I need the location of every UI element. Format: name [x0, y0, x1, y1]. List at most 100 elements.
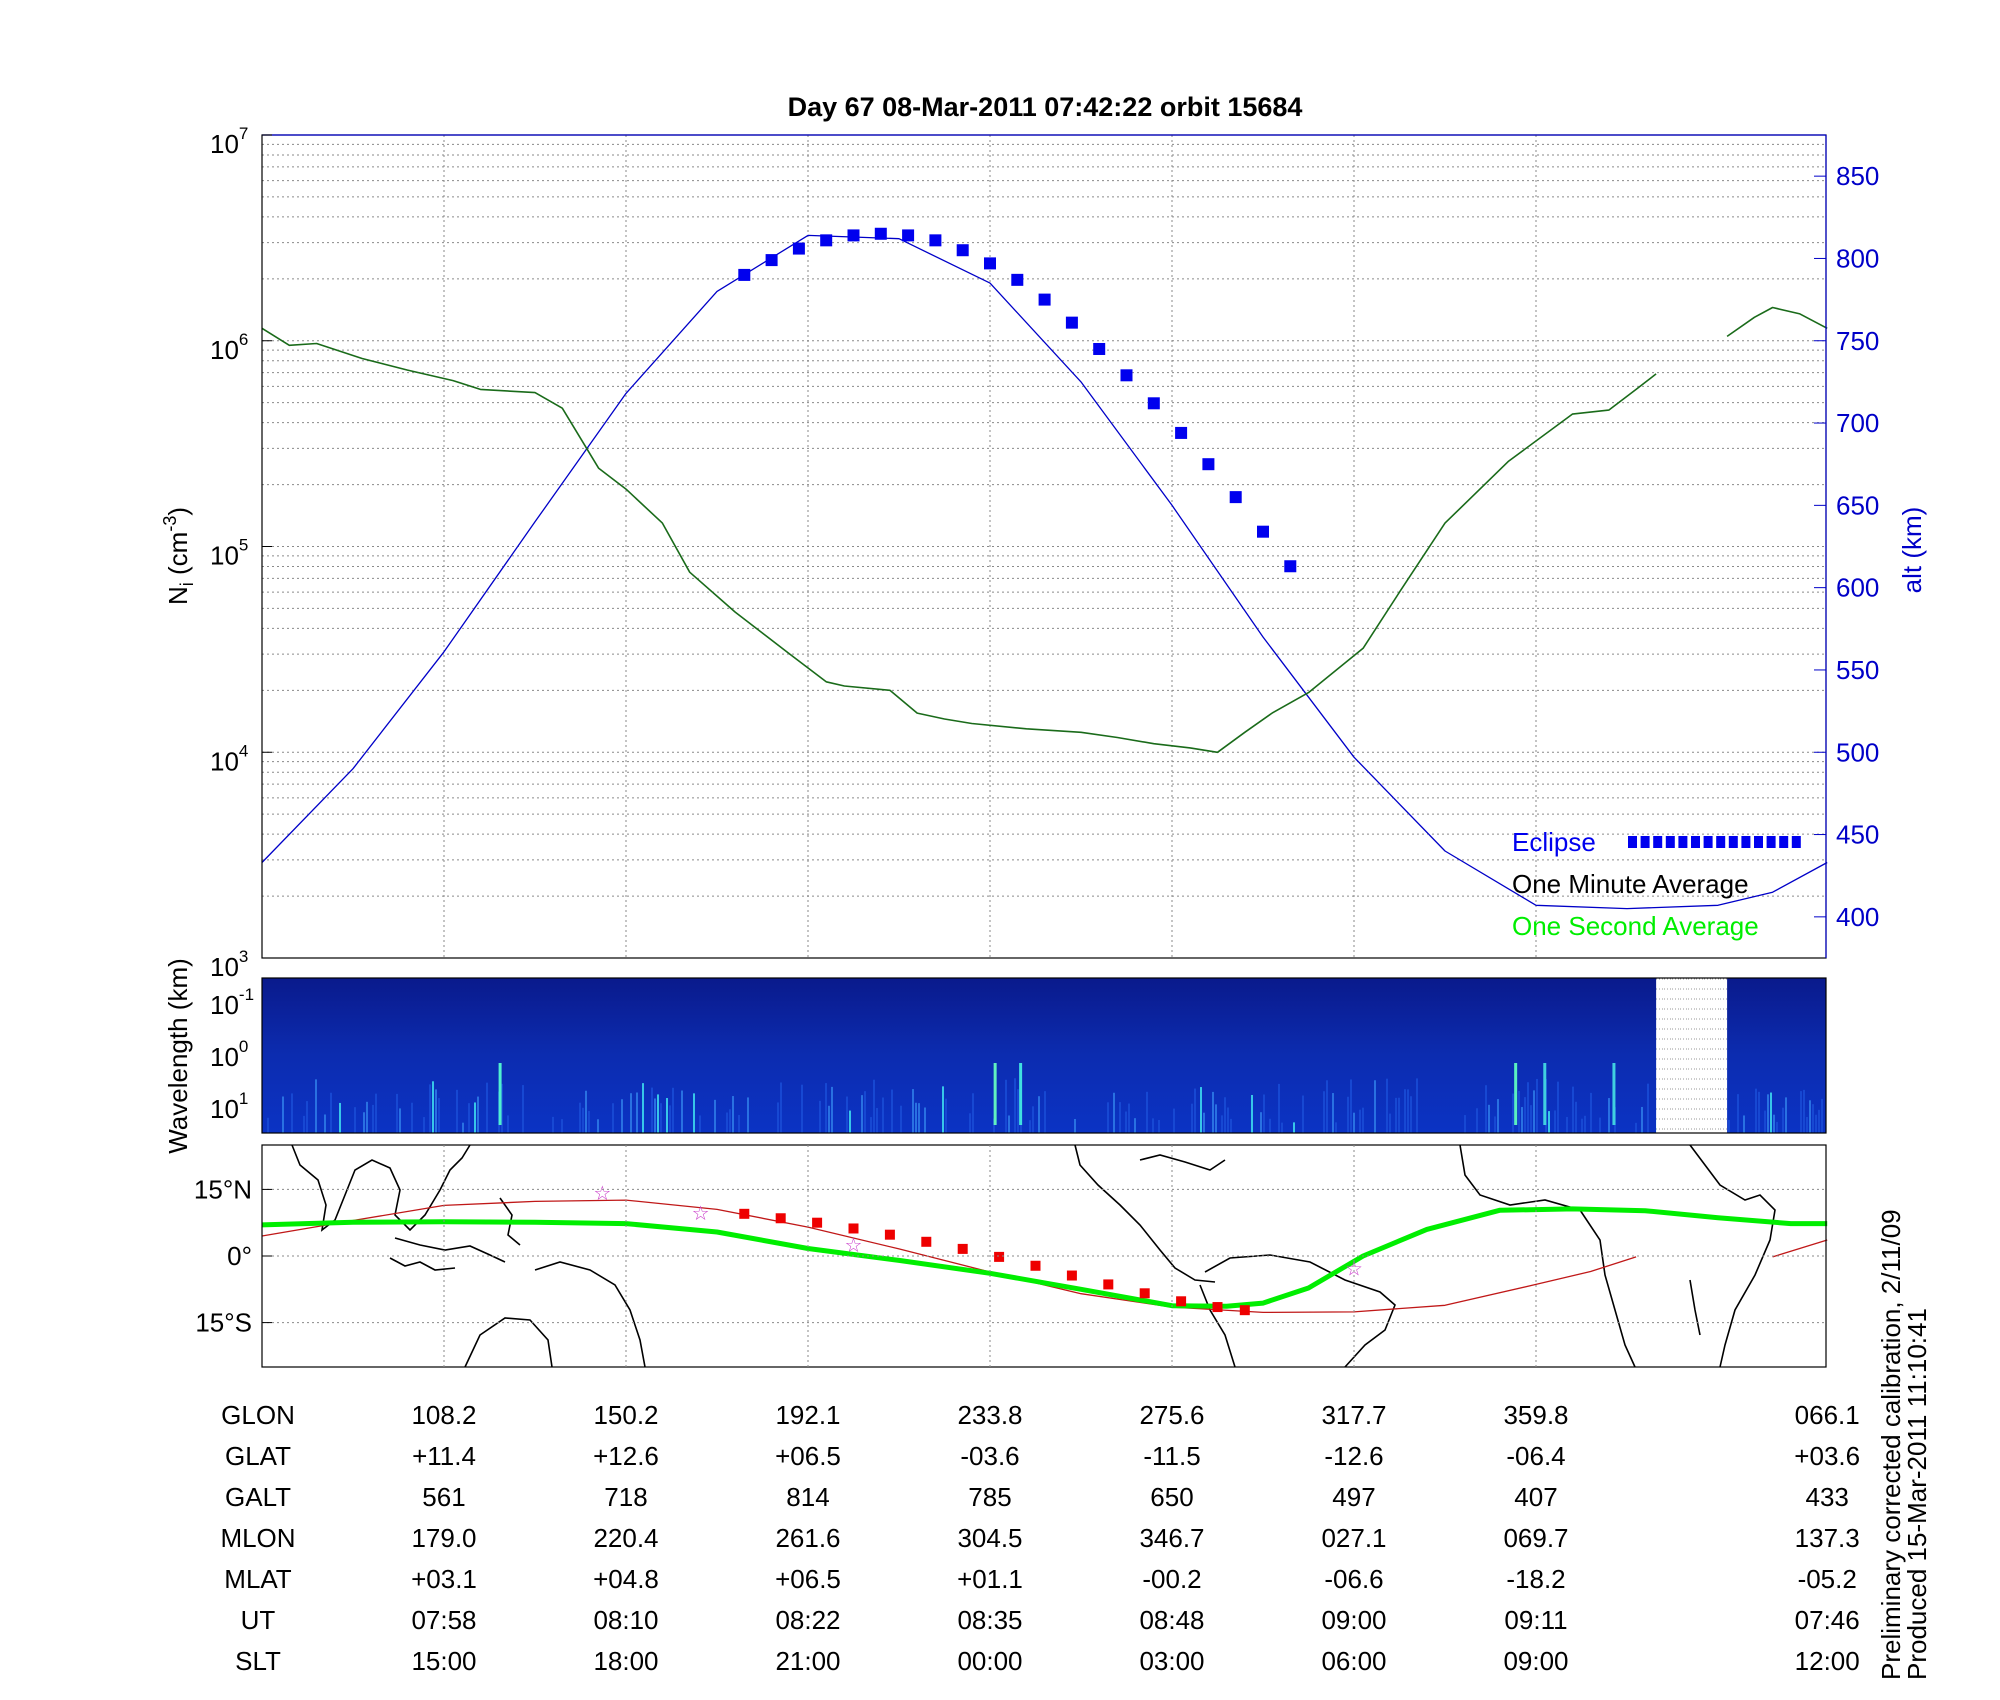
spectrogram-column	[714, 1099, 716, 1133]
spectrogram-burst	[1612, 1063, 1616, 1125]
eclipse-marker	[1175, 426, 1188, 439]
table-cell: 304.5	[957, 1523, 1022, 1553]
table-cell: 09:00	[1321, 1605, 1386, 1635]
legend-one-minute-label: One Minute Average	[1512, 869, 1749, 899]
spectrogram-intensity	[267, 1063, 1823, 1133]
spectrogram-column	[552, 1116, 554, 1133]
table-cell: 066.1	[1795, 1400, 1860, 1430]
spectrogram-column	[588, 1110, 590, 1133]
spectrogram-column	[1485, 1085, 1487, 1133]
coast-asia	[291, 1144, 471, 1232]
legend-eclipse-square	[1665, 836, 1675, 848]
table-cell: 15:00	[411, 1646, 476, 1676]
eclipse-marker	[1011, 273, 1024, 286]
spectrogram-column	[642, 1083, 644, 1133]
eclipse-marker	[929, 234, 942, 247]
spectrogram-column	[1782, 1107, 1784, 1133]
spectrogram-column	[1770, 1092, 1772, 1133]
spectrogram-column	[777, 1102, 779, 1133]
eclipse-marker	[820, 234, 833, 247]
spectrogram-column	[330, 1092, 332, 1133]
map-eclipse-marker	[1103, 1279, 1114, 1290]
eclipse-marker	[1147, 397, 1160, 410]
spectrogram-column	[1776, 1121, 1778, 1133]
map-eclipse-marker	[1030, 1260, 1041, 1271]
spectrogram-column	[399, 1108, 401, 1133]
legend-eclipse-label: Eclipse	[1512, 827, 1596, 857]
spectrogram-column	[1074, 1118, 1076, 1133]
table-cell: -12.6	[1324, 1441, 1383, 1471]
spectrogram-burst	[1514, 1063, 1518, 1125]
table-cell: +11.4	[412, 1441, 476, 1471]
spectrogram-column	[876, 1107, 878, 1133]
spectrogram-tick-label: 100	[210, 1037, 248, 1072]
table-cell: 069.7	[1503, 1523, 1568, 1553]
spectrogram-column	[1521, 1107, 1523, 1133]
spectrogram-column	[1548, 1111, 1550, 1133]
spectrogram-column	[669, 1105, 671, 1133]
spectrogram-column	[1359, 1109, 1361, 1133]
table-cell: 718	[604, 1482, 647, 1512]
spectrogram-column	[1755, 1088, 1757, 1133]
spectrogram-column	[1524, 1097, 1526, 1133]
spectrogram-column	[1758, 1091, 1760, 1133]
y-tick-label: 103	[210, 947, 248, 982]
coastlines	[291, 1144, 1776, 1368]
spectrogram-column	[411, 1102, 413, 1133]
spectrogram-column	[438, 1098, 440, 1133]
legend: Eclipse One Minute Average One Second Av…	[1512, 827, 1801, 941]
calibration-note: Preliminary corrected calibration, 2/11/…	[1876, 1209, 1906, 1680]
spectrogram-column	[1488, 1104, 1490, 1133]
spectrogram-column	[651, 1087, 653, 1133]
spectrogram-tick-label: 10-1	[210, 985, 254, 1020]
spectrogram-column	[423, 1117, 425, 1133]
table-row-label: GLON	[221, 1400, 295, 1430]
table-cell: +12.6	[593, 1441, 659, 1471]
table-cell: 09:00	[1503, 1646, 1568, 1676]
spectrogram-column	[1743, 1115, 1745, 1133]
spectrogram-column	[660, 1103, 662, 1133]
spectrogram-column	[1635, 1122, 1637, 1133]
y2-tick-label: 850	[1836, 161, 1879, 191]
spectrogram-column	[1497, 1099, 1499, 1133]
eclipse-marker	[1038, 293, 1051, 306]
map-series: ☆ ☆ ☆ ☆	[261, 1181, 1828, 1316]
eclipse-marker	[1202, 458, 1215, 471]
chart-title: Day 67 08-Mar-2011 07:42:22 orbit 15684	[788, 92, 1303, 122]
spectrogram-column	[1386, 1078, 1388, 1133]
table-cell: +04.8	[593, 1564, 659, 1594]
spectrogram-y-label: Wavelength (km)	[163, 958, 193, 1154]
table-row-label: MLAT	[224, 1564, 292, 1594]
spectrogram-column	[1518, 1090, 1520, 1133]
one-minute-average-line	[261, 327, 1657, 754]
spectrogram-column	[1821, 1098, 1823, 1133]
spectrogram-column	[1416, 1078, 1418, 1133]
table-cell: 027.1	[1321, 1523, 1386, 1553]
spectrogram-column	[630, 1093, 632, 1133]
spectrogram-column	[375, 1093, 377, 1133]
spectrogram-column	[561, 1119, 563, 1133]
map-eclipse-marker	[884, 1229, 895, 1240]
legend-eclipse-marker	[1628, 836, 1801, 848]
y2-tick-label: 550	[1836, 655, 1879, 685]
star-marker: ☆	[845, 1233, 863, 1257]
spectrogram-column	[1200, 1087, 1202, 1133]
spectrogram-column	[1251, 1094, 1253, 1133]
y-tick-label: 104	[210, 741, 248, 776]
table-row-label: UT	[241, 1605, 276, 1635]
one-second-average-line	[261, 1206, 1828, 1309]
spectrogram-column	[1464, 1115, 1466, 1133]
legend-eclipse-square	[1779, 836, 1789, 848]
spectrogram-column	[1533, 1090, 1535, 1133]
spectrogram-column	[1773, 1114, 1775, 1133]
y2-tick-label: 400	[1836, 902, 1879, 932]
spectrogram-column	[870, 1117, 872, 1133]
map-eclipse-marker	[921, 1236, 932, 1247]
y2-tick-label: 600	[1836, 573, 1879, 603]
spectrogram-column	[1728, 1119, 1730, 1133]
production-note: Produced 15-Mar-2011 11:10:41	[1902, 1308, 1932, 1680]
spectrogram-column	[738, 1114, 740, 1133]
spectrogram-column	[1032, 1106, 1034, 1133]
table-cell: 433	[1806, 1482, 1849, 1512]
spectrogram-column	[942, 1086, 944, 1133]
